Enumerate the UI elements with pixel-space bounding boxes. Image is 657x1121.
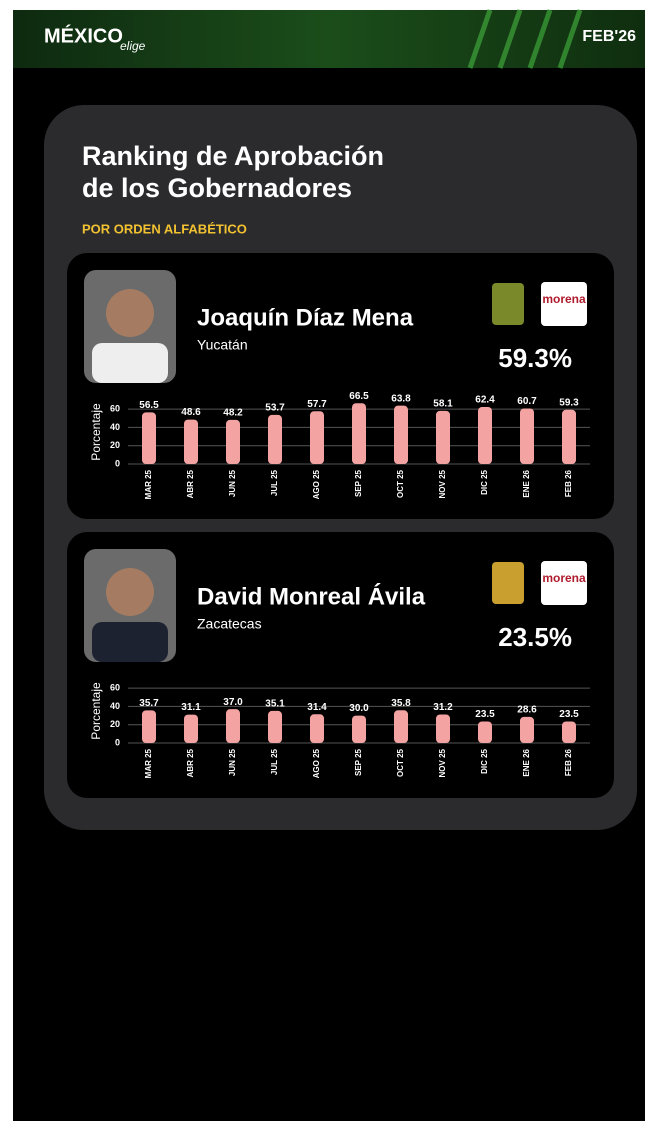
bar [184, 715, 198, 743]
person-name: David Monreal Ávila [197, 582, 426, 610]
y-tick-label: 40 [110, 422, 120, 432]
y-tick-label: 60 [110, 683, 120, 693]
title-line: de los Gobernadores [82, 173, 352, 203]
value-label: 28.6 [517, 704, 537, 715]
bar [352, 403, 366, 464]
state-name: Zacatecas [197, 616, 262, 632]
x-tick-label: SEP 25 [354, 748, 363, 776]
x-tick-label: NOV 25 [438, 748, 447, 777]
y-tick-label: 60 [110, 404, 120, 414]
value-label: 60.7 [517, 396, 537, 407]
party-logo: morena [542, 292, 586, 306]
y-tick-label: 0 [115, 458, 120, 468]
value-label: 63.8 [391, 393, 411, 404]
bar [478, 407, 492, 464]
brand-sub: elige [120, 39, 146, 53]
value-label: 23.5 [559, 709, 579, 720]
x-tick-label: MAR 25 [144, 748, 153, 778]
header-date: FEB'26 [582, 28, 636, 45]
x-tick-label: ENE 26 [522, 469, 531, 497]
page: MÉXICO elige FEB'26 Ranking de Aprobació… [0, 0, 657, 1121]
value-label: 31.4 [307, 702, 327, 713]
bar [142, 412, 156, 464]
value-label: 48.6 [181, 407, 201, 418]
x-tick-label: JUL 25 [270, 469, 279, 496]
photo-head [106, 289, 154, 337]
x-tick-label: ENE 26 [522, 748, 531, 776]
party-logo: morena [542, 571, 586, 585]
photo-body [92, 343, 168, 383]
x-tick-label: DIC 25 [480, 748, 489, 773]
bar [562, 722, 576, 743]
bar [142, 710, 156, 743]
value-label: 35.8 [391, 698, 411, 709]
y-tick-label: 20 [110, 719, 120, 729]
bar [268, 711, 282, 743]
x-tick-label: DIC 25 [480, 469, 489, 494]
bar [310, 714, 324, 743]
y-tick-label: 0 [115, 737, 120, 747]
value-label: 57.7 [307, 399, 327, 410]
value-label: 31.2 [433, 702, 453, 713]
bar [478, 722, 492, 743]
value-label: 58.1 [433, 399, 453, 410]
bar [520, 717, 534, 743]
x-tick-label: JUN 25 [228, 469, 237, 497]
state-emblem [492, 283, 524, 325]
photo-head [106, 568, 154, 616]
bar [268, 415, 282, 464]
x-tick-label: NOV 25 [438, 469, 447, 498]
state-name: Yucatán [197, 337, 248, 353]
y-tick-label: 20 [110, 440, 120, 450]
bar [436, 714, 450, 743]
x-tick-label: FEB 26 [564, 748, 573, 776]
value-label: 66.5 [349, 391, 369, 402]
x-tick-label: MAR 25 [144, 469, 153, 499]
value-label: 37.0 [223, 697, 243, 708]
state-emblem [492, 562, 524, 604]
value-label: 62.4 [475, 395, 495, 406]
x-tick-label: OCT 25 [396, 748, 405, 777]
x-tick-label: JUL 25 [270, 748, 279, 775]
y-tick-label: 40 [110, 701, 120, 711]
bar [226, 709, 240, 743]
value-label: 53.7 [265, 403, 285, 414]
bar [394, 710, 408, 743]
value-label: 23.5 [475, 709, 495, 720]
y-axis-label: Porcentaje [89, 682, 103, 740]
x-tick-label: JUN 25 [228, 748, 237, 776]
value-label: 35.7 [139, 698, 159, 709]
x-tick-label: OCT 25 [396, 469, 405, 498]
x-tick-label: AGO 25 [312, 469, 321, 499]
x-tick-label: SEP 25 [354, 469, 363, 497]
title-line: Ranking de Aprobación [82, 141, 384, 171]
x-tick-label: ABR 25 [186, 748, 195, 777]
bar [184, 420, 198, 464]
photo-body [92, 622, 168, 662]
x-tick-label: ABR 25 [186, 469, 195, 498]
bar [562, 410, 576, 464]
bar [436, 411, 450, 464]
y-axis-label: Porcentaje [89, 403, 103, 461]
value-label: 31.1 [181, 702, 201, 713]
value-label: 59.3 [559, 397, 579, 408]
bar [310, 411, 324, 464]
bar [520, 409, 534, 464]
value-label: 48.2 [223, 408, 243, 419]
screen: MÉXICO elige FEB'26 Ranking de Aprobació… [0, 0, 657, 1121]
bar [226, 420, 240, 464]
x-tick-label: FEB 26 [564, 469, 573, 497]
bar [352, 716, 366, 743]
subtitle: POR ORDEN ALFABÉTICO [82, 221, 247, 236]
value-label: 30.0 [349, 703, 369, 714]
value-label: 35.1 [265, 699, 285, 710]
brand: MÉXICO [44, 24, 123, 47]
person-name: Joaquín Díaz Mena [197, 304, 414, 331]
bar [394, 406, 408, 464]
x-tick-label: AGO 25 [312, 748, 321, 778]
value-label: 56.5 [139, 400, 159, 411]
current-value: 59.3% [498, 343, 572, 373]
current-value: 23.5% [498, 622, 572, 652]
